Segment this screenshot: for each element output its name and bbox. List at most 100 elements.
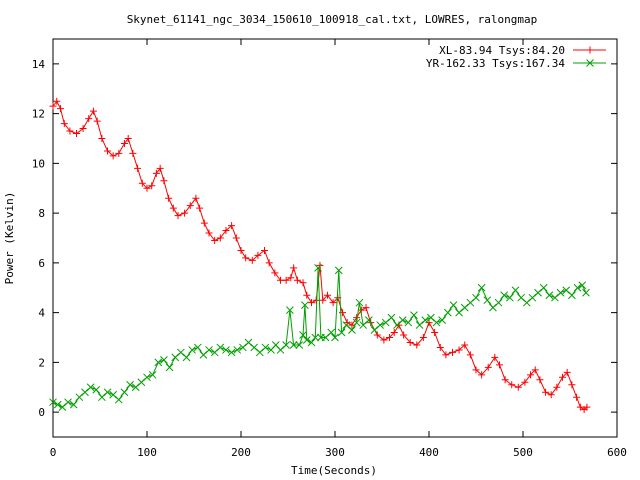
data-point [152,169,160,177]
data-point [232,234,240,242]
y-axis-label: Power (Kelvin) [3,192,16,285]
data-point [404,318,413,327]
data-point [314,263,322,272]
data-point [188,346,196,354]
y-axis: 0 2 4 6 8 10 12 14 [32,58,617,419]
series-2 [49,263,590,412]
data-point [265,259,273,267]
data-point [472,293,480,302]
data-point [115,149,123,157]
data-point [558,373,566,381]
data-point [419,334,427,341]
data-point [553,383,561,391]
data-point [343,319,351,327]
data-point [289,341,298,349]
data-point [222,346,230,354]
x-tick-label: 500 [513,446,533,459]
data-point [182,353,191,362]
data-point [282,276,290,284]
data-point [233,346,242,354]
data-point [431,329,439,337]
data-point [466,351,474,359]
data-point [85,115,93,123]
data-point [120,139,128,147]
data-point [568,381,576,389]
data-point [216,343,225,352]
x-tick-label: 300 [325,446,345,459]
data-point [432,318,441,327]
data-point [186,202,194,210]
data-point [53,400,62,409]
y-tick-label: 12 [32,108,45,121]
data-point [287,274,295,282]
x-axis: 0 100 200 300 400 500 600 [50,39,627,459]
data-point [169,204,177,212]
data-point [501,376,509,384]
y-tick-label: 14 [32,58,46,71]
data-point [576,403,584,411]
data-point [578,281,587,290]
data-point [319,296,327,304]
series-1 [49,97,591,414]
data-point [160,177,168,185]
data-point [200,219,208,227]
data-point [327,328,336,337]
data-point [148,370,157,379]
data-point [484,363,492,371]
data-point [286,306,294,314]
chart-title: Skynet_61141_ngc_3034_150610_100918_cal.… [127,13,538,26]
data-point [312,296,320,304]
data-point [205,229,213,237]
data-point [536,376,544,384]
data-point [573,283,582,292]
data-point [442,351,450,359]
data-point [92,385,101,394]
data-point [299,279,307,287]
data-point [124,135,132,142]
data-point [390,329,398,337]
data-point [228,222,236,230]
data-point [323,291,331,299]
y-tick-label: 10 [32,157,45,170]
data-point [165,363,174,372]
data-point [331,333,339,342]
x-tick-label: 600 [607,446,627,459]
data-point [478,371,486,379]
data-point [352,318,361,327]
data-point [398,316,407,324]
data-point [57,105,65,113]
data-point [380,336,388,344]
data-point [348,326,356,334]
y-tick-label: 2 [38,356,45,369]
data-point [531,366,539,374]
data-point [303,291,311,299]
data-point [449,348,456,356]
data-point [307,338,316,347]
data-point [156,164,164,172]
data-point [436,343,444,351]
data-point [438,316,447,324]
data-point [193,343,202,352]
series-layer [49,97,591,414]
data-point [334,266,343,275]
data-point [527,371,535,379]
legend-label: XL-83.94 Tsys:84.20 [439,44,565,57]
data-point [248,256,256,264]
x-tick-label: 0 [50,446,57,459]
data-point [66,127,74,135]
data-point [134,164,142,172]
data-point [261,343,270,352]
data-point [282,341,290,349]
data-point [103,388,112,397]
legend-marker [586,46,594,54]
data-point [69,400,78,409]
data-point [542,388,550,396]
legend-marker [586,59,594,67]
legend-label: YR-162.33 Tsys:167.34 [426,57,565,70]
data-point [505,293,514,302]
data-point [329,299,337,307]
plot-frame [52,38,618,438]
data-point [376,321,384,329]
